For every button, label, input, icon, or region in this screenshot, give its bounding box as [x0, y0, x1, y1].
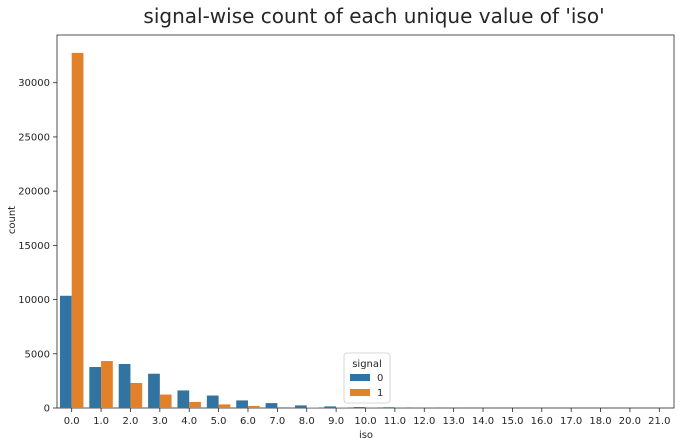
- x-tick-label: 16.0: [531, 416, 553, 427]
- bar-1-2.0: [130, 382, 143, 408]
- x-tick-label: 11.0: [384, 416, 406, 427]
- x-tick-label: 3.0: [152, 416, 168, 427]
- bar-1-6.0: [247, 405, 260, 408]
- y-tick-label: 30000: [18, 78, 50, 89]
- bar-1-5.0: [218, 404, 231, 408]
- x-tick-label: 4.0: [181, 416, 197, 427]
- y-tick-label: 25000: [18, 132, 50, 143]
- x-tick-label: 9.0: [328, 416, 344, 427]
- bar-1-4.0: [189, 401, 201, 408]
- y-tick-label: 15000: [18, 241, 50, 252]
- x-tick-label: 6.0: [240, 416, 256, 427]
- bar-0-9.0: [324, 406, 337, 408]
- legend-label-1: 1: [377, 388, 383, 399]
- y-tick-label: 0: [44, 404, 50, 415]
- x-tick-label: 7.0: [269, 416, 285, 427]
- x-tick-label: 12.0: [413, 416, 435, 427]
- bar-0-2.0: [118, 363, 131, 408]
- x-tick-label: 20.0: [619, 416, 641, 427]
- bar-1-1.0: [101, 361, 113, 408]
- bar-1-0.0: [71, 52, 84, 408]
- legend-title: signal: [352, 359, 382, 370]
- plot-area: 0 5000 10000 15000 20000 25000 30000 0.0 1.0 2.0 3…: [18, 34, 675, 427]
- bar-0-5.0: [206, 395, 219, 408]
- y-axis-label: count: [7, 206, 18, 234]
- bar-0-6.0: [236, 400, 248, 408]
- x-tick-label: 18.0: [589, 416, 611, 427]
- x-tick-label: 21.0: [648, 416, 670, 427]
- bar-1-7.0: [277, 407, 290, 408]
- legend-swatch-0: [350, 374, 370, 381]
- bar-0-1.0: [89, 367, 102, 408]
- legend-label-0: 0: [377, 373, 383, 384]
- legend: signal 0 1: [343, 352, 391, 404]
- x-tick-label: 8.0: [299, 416, 315, 427]
- bar-1-8.0: [306, 407, 319, 408]
- y-tick-label: 10000: [18, 295, 50, 306]
- x-tick-label: 5.0: [211, 416, 227, 427]
- x-tick-label: 0.0: [64, 416, 80, 427]
- x-axis-label: iso: [359, 430, 373, 441]
- y-tick-label: 20000: [18, 187, 50, 198]
- bar-0-7.0: [265, 403, 278, 408]
- plot-frame: [56, 34, 675, 409]
- x-tick-label: 15.0: [501, 416, 523, 427]
- bar-0-0.0: [59, 295, 72, 408]
- bar-0-10.0: [353, 407, 366, 408]
- bar-1-3.0: [159, 394, 172, 408]
- x-tick-label: 14.0: [472, 416, 494, 427]
- bar-0-8.0: [294, 405, 307, 408]
- x-tick-label: 2.0: [122, 416, 138, 427]
- x-tick-label: 10.0: [354, 416, 376, 427]
- x-tick-label: 17.0: [560, 416, 582, 427]
- legend-swatch-1: [350, 389, 370, 396]
- x-tick-label: 1.0: [93, 416, 109, 427]
- bar-0-4.0: [177, 390, 190, 408]
- bar-0-11.0: [383, 407, 395, 408]
- y-tick-label: 5000: [25, 349, 50, 360]
- chart-title: signal-wise count of each unique value o…: [143, 4, 604, 28]
- bar-0-3.0: [148, 373, 160, 408]
- x-tick-label: 13.0: [443, 416, 465, 427]
